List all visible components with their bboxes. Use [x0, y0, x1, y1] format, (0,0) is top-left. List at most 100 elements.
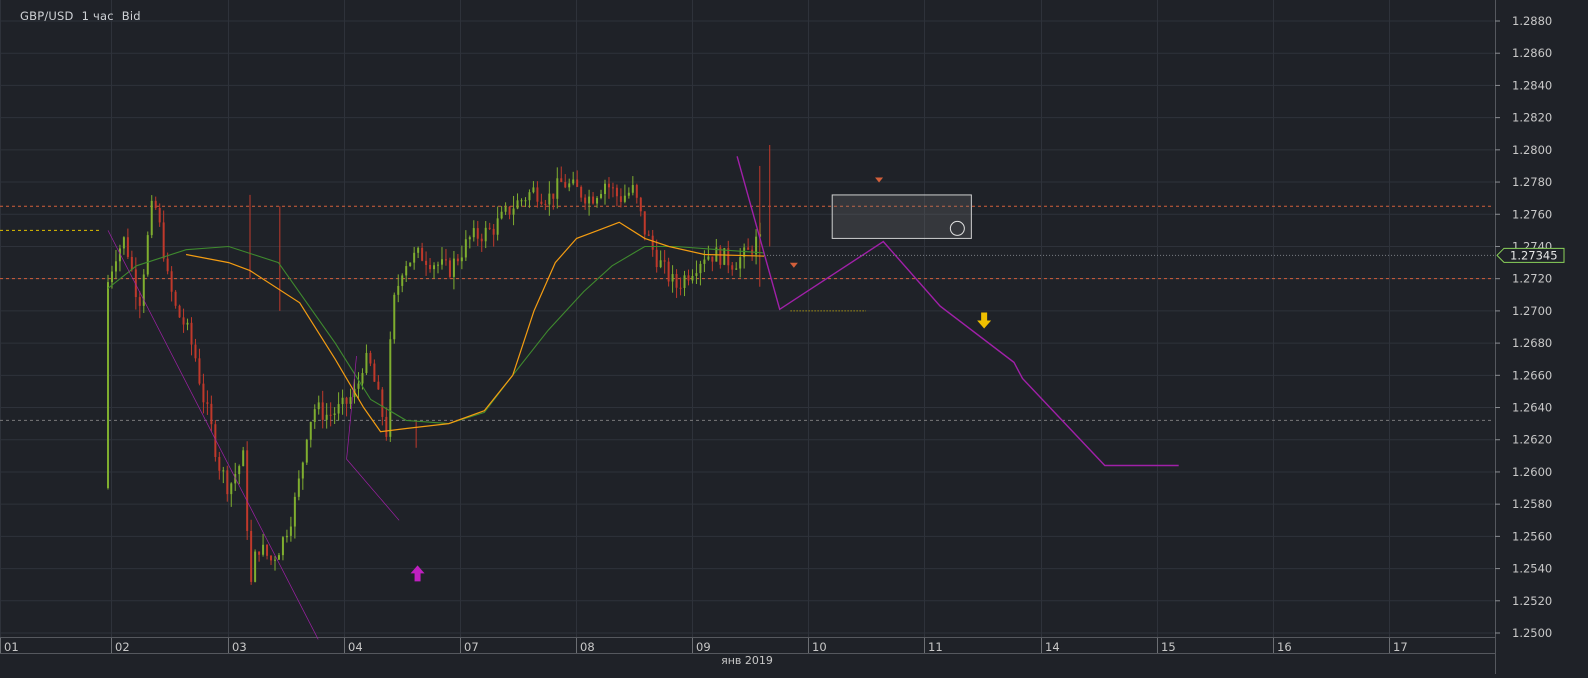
candle-body: [472, 228, 475, 238]
candle-body: [385, 416, 388, 437]
candle-body: [345, 397, 348, 404]
x-tick-label: 08: [580, 640, 595, 654]
candle-body: [266, 544, 269, 556]
candle-body: [246, 450, 249, 531]
candle-body: [683, 275, 686, 288]
candle-body: [679, 287, 682, 289]
y-tick-label: 1.2780: [1512, 175, 1552, 189]
candle-body: [158, 207, 161, 223]
candle-body: [126, 237, 129, 257]
candle-body: [162, 222, 165, 259]
y-tick-label: 1.2620: [1512, 433, 1552, 447]
candle-body: [377, 381, 380, 390]
x-tick-label: 14: [1045, 640, 1060, 654]
candle-body: [277, 555, 280, 560]
candle-body: [118, 248, 121, 262]
candle-body: [365, 352, 368, 374]
candle-body: [564, 181, 567, 188]
candle-body: [588, 196, 591, 204]
candle-body: [512, 208, 515, 215]
candle-body: [643, 211, 646, 235]
candle-body: [611, 187, 614, 189]
candle-body: [723, 248, 726, 265]
candle-body: [357, 383, 360, 389]
candle-body: [592, 196, 595, 204]
candle-body: [242, 450, 245, 467]
x-tick-label: 02: [115, 640, 130, 654]
candle-body: [413, 252, 416, 263]
candle-body: [146, 235, 149, 275]
candle-body: [635, 185, 638, 198]
symbol-label: GBP/USD: [20, 9, 74, 23]
candle-body: [198, 358, 201, 384]
candle-body: [361, 373, 364, 384]
candle-body: [138, 297, 141, 306]
candle-body: [110, 271, 113, 283]
candle-body: [639, 197, 642, 212]
candle-body: [381, 389, 384, 417]
candle-body: [548, 193, 551, 205]
candle-body: [437, 264, 440, 266]
candle-body: [556, 178, 559, 199]
candle-body: [631, 185, 634, 193]
candle-body: [230, 483, 233, 495]
candle-body: [166, 258, 169, 272]
candle-body: [500, 211, 503, 219]
candle-body: [393, 294, 396, 340]
candle-body: [226, 470, 229, 495]
candle-body: [651, 235, 654, 250]
candle-body: [190, 322, 193, 345]
candle-body: [202, 383, 205, 403]
candle-body: [321, 402, 324, 420]
candle-body: [647, 234, 650, 236]
candle-body: [476, 228, 479, 239]
x-tick-label: 04: [348, 640, 363, 654]
candle-body: [273, 559, 276, 561]
candle-body: [703, 259, 706, 264]
candle-body: [281, 537, 284, 556]
pattern-line-thin: [107, 230, 319, 640]
candle-body: [687, 275, 690, 281]
candle-body: [516, 200, 519, 209]
candle-body: [182, 317, 185, 325]
candle-body: [285, 535, 288, 538]
down-triangle-icon: [875, 177, 884, 183]
y-tick-label: 1.2640: [1512, 401, 1552, 415]
sell-arrow-icon: [977, 312, 992, 329]
candle-body: [258, 551, 261, 555]
candle-body: [421, 247, 424, 261]
candle-body: [405, 266, 408, 276]
candle-body: [552, 193, 555, 199]
candle-body: [369, 352, 372, 364]
candle-body: [536, 187, 539, 202]
candle-body: [325, 414, 328, 420]
candle-body: [528, 192, 531, 201]
candle-body: [186, 322, 189, 325]
y-tick-label: 1.2580: [1512, 497, 1552, 511]
y-tick-label: 1.2860: [1512, 46, 1552, 60]
candle-body: [210, 403, 213, 425]
candle-body: [222, 470, 225, 472]
y-tick-label: 1.2520: [1512, 594, 1552, 608]
down-triangle-icon: [789, 262, 798, 268]
y-tick-label: 1.2660: [1512, 368, 1552, 382]
candle-body: [524, 200, 527, 202]
candle-body: [580, 186, 583, 198]
candle-body: [604, 183, 606, 195]
candle-body: [544, 203, 547, 205]
y-tick-label: 1.2840: [1512, 78, 1552, 92]
buy-arrow-icon: [410, 565, 425, 582]
candle-body: [341, 397, 344, 405]
y-tick-label: 1.2680: [1512, 336, 1552, 350]
candle-body: [484, 227, 487, 242]
candle-body: [464, 239, 467, 258]
candle-body: [301, 462, 304, 479]
candle-body: [572, 179, 575, 184]
candle-body: [194, 344, 197, 359]
candle-body: [134, 269, 137, 298]
candle-body: [154, 200, 157, 208]
x-tick-label: 17: [1393, 640, 1408, 654]
candle-body: [262, 544, 265, 555]
